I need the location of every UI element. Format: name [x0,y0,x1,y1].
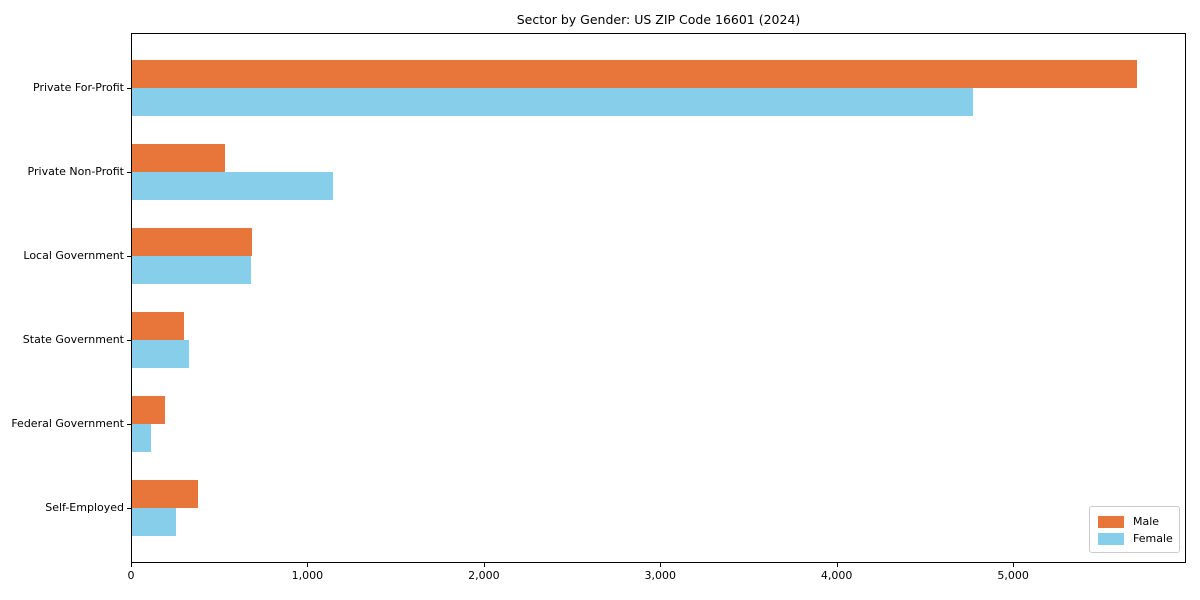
plot-area [131,33,1186,563]
bar-female-2 [132,172,333,201]
category-label: State Government [22,333,124,347]
y-tick [127,88,131,90]
x-tick-label: 5,000 [997,569,1029,582]
bar-male-6 [132,480,198,508]
category-label: Local Government [23,249,124,263]
legend-label-female: Female [1133,532,1173,545]
legend-item-male: Male [1098,514,1171,529]
legend-swatch-male-icon [1098,515,1124,528]
category-label: Private Non-Profit [27,165,124,179]
y-tick [127,256,131,258]
legend-item-female: Female [1098,531,1173,546]
x-tick-label: 3,000 [644,569,677,582]
bar-male-4 [132,312,184,341]
x-tick-label: 0 [127,569,135,582]
bar-female-3 [132,256,251,285]
category-label: Private For-Profit [33,81,124,95]
bar-female-5 [132,424,151,453]
y-tick [127,424,131,426]
x-tick-label: 4,000 [820,569,853,582]
bar-male-3 [132,228,252,257]
x-tick [836,563,838,567]
bar-female-1 [132,88,973,117]
x-tick [307,563,309,567]
chart-title: Sector by Gender: US ZIP Code 16601 (202… [516,12,801,27]
y-tick [127,340,131,342]
legend-swatch-female-icon [1098,532,1124,545]
legend: Male Female [1089,506,1180,553]
x-tick-label: 1,000 [291,569,324,582]
bar-male-2 [132,144,225,173]
bar-female-4 [132,340,189,369]
x-tick-label: 2,000 [468,569,500,582]
legend-label-male: Male [1133,515,1160,528]
category-label: Federal Government [11,417,124,431]
x-tick [131,563,132,567]
x-tick [660,563,662,567]
x-tick [1013,563,1015,567]
y-tick [127,172,131,174]
bar-female-6 [132,508,176,536]
bar-male-5 [132,396,165,425]
x-tick [483,563,485,567]
category-label: Self-Employed [45,501,124,514]
bar-male-1 [132,60,1137,89]
y-tick [127,508,131,509]
